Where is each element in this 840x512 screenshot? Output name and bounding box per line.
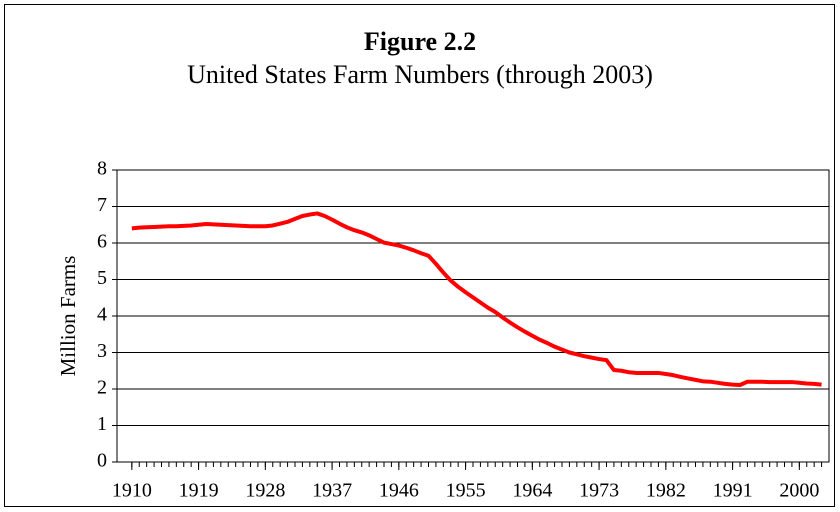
chart-frame <box>4 4 835 507</box>
x-tick-label: 1919 <box>179 480 219 502</box>
plot-border <box>116 169 830 463</box>
x-tick-label: 1991 <box>713 480 753 502</box>
x-tick-label: 1973 <box>579 480 619 502</box>
y-tick-label: 8 <box>97 158 107 180</box>
y-tick-label: 2 <box>97 377 107 399</box>
x-tick-label: 1964 <box>512 480 552 502</box>
x-tick-label: 1955 <box>446 480 486 502</box>
y-tick-label: 6 <box>97 231 107 253</box>
x-tick-label: 1946 <box>379 480 419 502</box>
chart-title: Figure 2.2 <box>364 27 476 56</box>
y-tick-label: 4 <box>97 304 107 326</box>
data-line <box>131 211 822 387</box>
y-tick-label: 3 <box>97 340 107 362</box>
chart-subtitle: United States Farm Numbers (through 2003… <box>187 60 653 89</box>
x-tick-label: 1910 <box>112 480 152 502</box>
y-axis-label: Million Farms <box>56 256 80 377</box>
y-tick-label: 0 <box>97 450 107 472</box>
y-tick-label: 5 <box>97 267 107 289</box>
x-tick-label: 1937 <box>312 480 352 502</box>
y-tick-label: 7 <box>97 194 107 216</box>
x-tick-label: 2000 <box>779 480 819 502</box>
x-tick-label: 1928 <box>245 480 285 502</box>
x-tick-label: 1982 <box>646 480 686 502</box>
y-tick-label: 1 <box>97 413 107 435</box>
